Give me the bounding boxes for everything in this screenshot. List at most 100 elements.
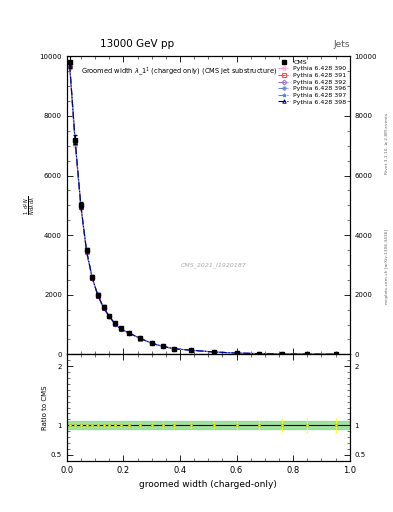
Pythia 6.428 390	[112, 321, 117, 327]
Pythia 6.428 390	[90, 275, 95, 282]
Pythia 6.428 391	[138, 335, 143, 342]
Text: mcplots.cern.ch [arXiv:1306.3436]: mcplots.cern.ch [arXiv:1306.3436]	[385, 229, 389, 304]
Pythia 6.428 390	[172, 346, 177, 352]
Pythia 6.428 398	[107, 313, 112, 319]
Pythia 6.428 392	[73, 138, 78, 144]
Pythia 6.428 398	[333, 351, 338, 357]
Pythia 6.428 397	[127, 330, 131, 336]
Pythia 6.428 397	[107, 313, 112, 319]
Pythia 6.428 392	[127, 330, 131, 336]
Pythia 6.428 392	[189, 347, 194, 353]
Pythia 6.428 397	[67, 63, 72, 69]
Pythia 6.428 398	[95, 292, 100, 298]
Pythia 6.428 390	[161, 344, 165, 350]
Pythia 6.428 391	[279, 351, 284, 357]
Y-axis label: Ratio to CMS: Ratio to CMS	[42, 386, 48, 430]
Pythia 6.428 390	[95, 293, 100, 299]
Pythia 6.428 397	[305, 351, 310, 357]
Pythia 6.428 391	[90, 275, 95, 281]
Line: Pythia 6.428 397: Pythia 6.428 397	[68, 64, 337, 356]
Pythia 6.428 396	[95, 293, 100, 299]
Pythia 6.428 390	[127, 330, 131, 336]
Pythia 6.428 396	[305, 351, 310, 357]
Pythia 6.428 391	[161, 344, 165, 350]
Pythia 6.428 392	[257, 351, 262, 357]
Pythia 6.428 391	[189, 347, 194, 353]
Pythia 6.428 398	[189, 347, 194, 353]
Pythia 6.428 397	[172, 346, 177, 352]
Pythia 6.428 398	[127, 330, 131, 336]
Pythia 6.428 391	[73, 140, 78, 146]
Pythia 6.428 392	[161, 344, 165, 350]
Pythia 6.428 398	[79, 203, 83, 209]
Pythia 6.428 392	[107, 313, 112, 319]
Pythia 6.428 390	[234, 350, 239, 356]
Bar	[67, 421, 350, 430]
Pythia 6.428 398	[138, 335, 143, 342]
Pythia 6.428 390	[333, 351, 338, 357]
Pythia 6.428 398	[90, 275, 95, 281]
Pythia 6.428 398	[101, 305, 106, 311]
Pythia 6.428 397	[189, 347, 194, 353]
Line: Pythia 6.428 390: Pythia 6.428 390	[68, 67, 337, 356]
Pythia 6.428 390	[67, 65, 72, 71]
Pythia 6.428 392	[67, 61, 72, 67]
Pythia 6.428 391	[305, 351, 310, 357]
Pythia 6.428 398	[305, 351, 310, 357]
Line: Pythia 6.428 391: Pythia 6.428 391	[68, 63, 337, 356]
Pythia 6.428 396	[107, 313, 112, 319]
Pythia 6.428 396	[127, 330, 131, 336]
Pythia 6.428 396	[79, 205, 83, 211]
Pythia 6.428 398	[73, 139, 78, 145]
Text: Jets: Jets	[333, 39, 350, 49]
Pythia 6.428 397	[73, 140, 78, 146]
Pythia 6.428 396	[67, 63, 72, 70]
Pythia 6.428 397	[279, 351, 284, 357]
Pythia 6.428 396	[138, 335, 143, 342]
Pythia 6.428 391	[107, 313, 112, 319]
Pythia 6.428 396	[211, 349, 216, 355]
Line: Pythia 6.428 396: Pythia 6.428 396	[68, 65, 337, 356]
Pythia 6.428 391	[257, 351, 262, 357]
Pythia 6.428 390	[211, 349, 216, 355]
Pythia 6.428 391	[149, 340, 154, 346]
Pythia 6.428 397	[138, 335, 143, 342]
Pythia 6.428 392	[84, 248, 89, 254]
Pythia 6.428 397	[84, 249, 89, 255]
Pythia 6.428 392	[112, 321, 117, 327]
Line: Pythia 6.428 398: Pythia 6.428 398	[68, 63, 337, 356]
Pythia 6.428 392	[305, 351, 310, 357]
Pythia 6.428 390	[138, 335, 143, 342]
Pythia 6.428 392	[211, 349, 216, 355]
Pythia 6.428 396	[84, 249, 89, 255]
Pythia 6.428 398	[149, 340, 154, 346]
Pythia 6.428 391	[79, 204, 83, 210]
Pythia 6.428 398	[211, 349, 216, 355]
Pythia 6.428 396	[257, 351, 262, 357]
Pythia 6.428 396	[73, 141, 78, 147]
X-axis label: groomed width (charged-only): groomed width (charged-only)	[140, 480, 277, 489]
Pythia 6.428 396	[161, 344, 165, 350]
Pythia 6.428 396	[118, 326, 123, 332]
Pythia 6.428 397	[211, 349, 216, 355]
Pythia 6.428 398	[279, 351, 284, 357]
Pythia 6.428 391	[84, 248, 89, 254]
Pythia 6.428 390	[73, 143, 78, 149]
Pythia 6.428 397	[95, 293, 100, 299]
Pythia 6.428 391	[118, 326, 123, 332]
Pythia 6.428 390	[279, 351, 284, 357]
Pythia 6.428 391	[333, 351, 338, 357]
Pythia 6.428 390	[189, 347, 194, 353]
Legend: CMS, Pythia 6.428 390, Pythia 6.428 391, Pythia 6.428 392, Pythia 6.428 396, Pyt: CMS, Pythia 6.428 390, Pythia 6.428 391,…	[277, 58, 348, 106]
Pythia 6.428 397	[112, 321, 117, 327]
Pythia 6.428 392	[138, 335, 143, 342]
Pythia 6.428 398	[257, 351, 262, 357]
Pythia 6.428 390	[79, 205, 83, 211]
Pythia 6.428 397	[90, 275, 95, 281]
Pythia 6.428 396	[234, 350, 239, 356]
Pythia 6.428 398	[172, 346, 177, 352]
Pythia 6.428 392	[279, 351, 284, 357]
Pythia 6.428 398	[234, 350, 239, 356]
Text: CMS_2021_I1920187: CMS_2021_I1920187	[181, 262, 247, 268]
Y-axis label: $\frac{1}{N}\frac{\mathrm{d}^2N}{\mathrm{d}\lambda\,\mathrm{d}\lambda}$: $\frac{1}{N}\frac{\mathrm{d}^2N}{\mathrm…	[23, 196, 38, 215]
